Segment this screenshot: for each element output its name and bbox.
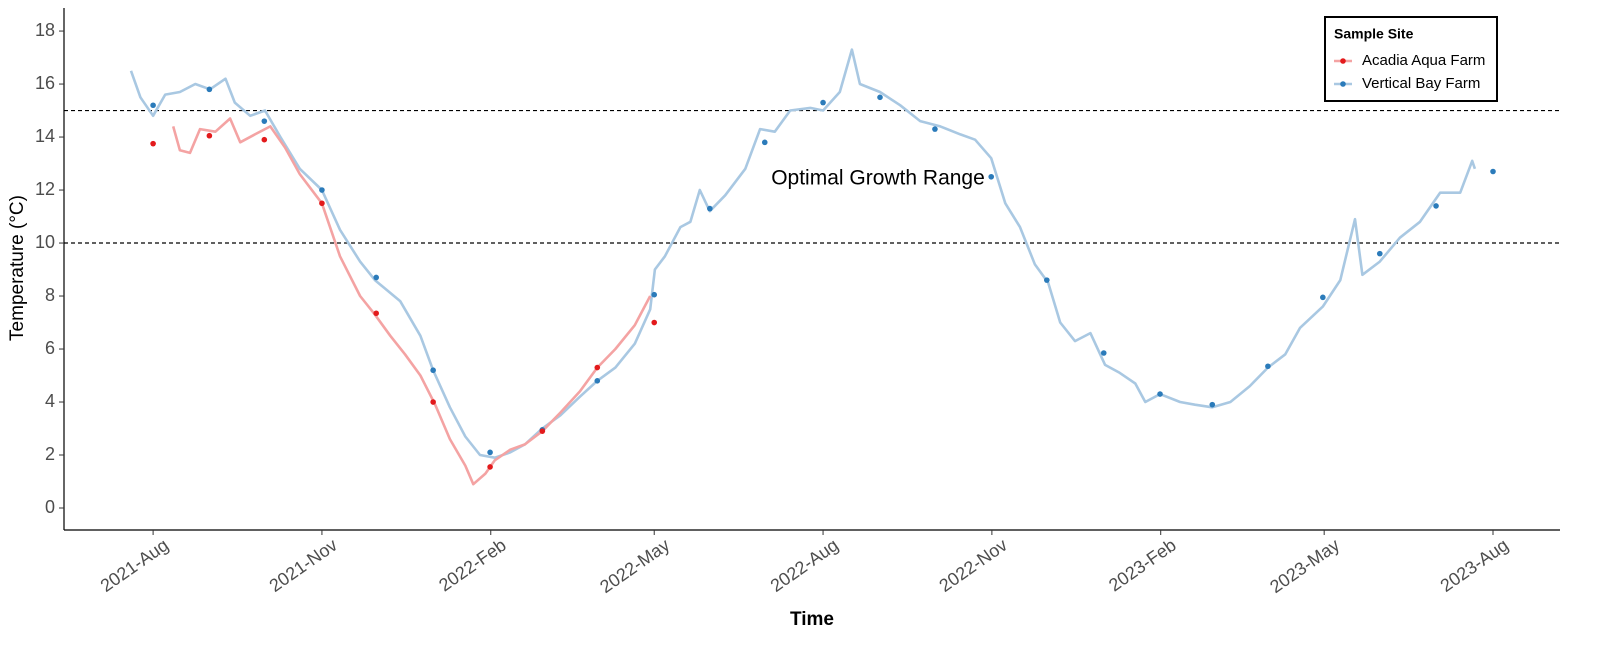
sample-point — [761, 139, 768, 146]
sample-point — [820, 99, 826, 106]
sample-point — [1209, 401, 1216, 408]
y-tick-label: 12 — [35, 179, 55, 199]
y-tick-label: 2 — [45, 444, 55, 464]
y-tick-label: 14 — [35, 126, 55, 146]
sample-point — [373, 274, 379, 281]
sample-point — [1100, 350, 1107, 356]
y-tick-label: 4 — [45, 391, 55, 411]
x-tick-label: 2022-May — [596, 535, 673, 597]
sample-point — [261, 118, 268, 124]
y-tick-label: 0 — [45, 497, 55, 517]
sample-point — [1157, 391, 1163, 397]
sample-point — [877, 94, 883, 101]
sample-point — [1376, 250, 1383, 257]
legend-dot — [1340, 81, 1346, 87]
x-tick-label: 2021-Aug — [97, 535, 172, 596]
legend-dot — [1340, 58, 1346, 64]
legend-box — [1324, 16, 1498, 102]
x-tick-label: 2022-Feb — [435, 535, 510, 596]
sample-point — [932, 126, 938, 132]
x-tick-label: 2023-May — [1266, 535, 1343, 597]
series-line — [129, 48, 1477, 459]
legend-title: Sample Site — [1334, 26, 1414, 42]
legend-label: Acadia Aqua Farm — [1362, 52, 1485, 69]
annotation: Optimal Growth Range — [771, 167, 985, 190]
x-tick-label: 2023-Aug — [1437, 535, 1512, 596]
sample-point — [150, 140, 156, 147]
sample-point — [539, 428, 546, 434]
sample-point — [206, 86, 213, 93]
sample-point — [988, 173, 995, 180]
x-tick-label: 2023-Feb — [1105, 535, 1180, 596]
sample-point — [707, 205, 713, 212]
sample-point — [1265, 363, 1271, 370]
sample-point — [487, 449, 493, 456]
sample-point — [150, 102, 156, 109]
sample-point — [373, 310, 379, 317]
sample-point — [594, 378, 601, 384]
sample-point — [430, 399, 436, 405]
sample-point — [319, 200, 325, 207]
sample-point — [1433, 203, 1439, 209]
x-tick-label: 2022-Nov — [935, 535, 1010, 596]
sample-point — [430, 367, 436, 374]
sample-point — [594, 364, 601, 371]
sample-point — [651, 291, 658, 298]
sample-point — [651, 319, 658, 326]
sample-point — [1490, 168, 1496, 175]
series-line — [171, 117, 652, 486]
x-tick-label: 2022-Aug — [767, 535, 842, 596]
x-tick-label: 2021-Nov — [266, 535, 341, 596]
y-axis-title: Temperature (°C) — [7, 195, 28, 341]
sample-point — [1044, 277, 1050, 283]
y-tick-label: 6 — [45, 338, 55, 358]
x-axis-title: Time — [790, 609, 834, 630]
legend-label: Vertical Bay Farm — [1362, 75, 1480, 92]
sample-point — [261, 136, 268, 143]
y-tick-label: 16 — [35, 73, 55, 93]
sample-point — [1320, 294, 1326, 301]
sample-point — [487, 464, 493, 470]
y-tick-label: 18 — [35, 20, 55, 40]
sample-point — [206, 132, 213, 139]
y-tick-label: 10 — [35, 232, 55, 252]
y-tick-label: 8 — [45, 285, 55, 305]
sample-point — [319, 187, 325, 193]
